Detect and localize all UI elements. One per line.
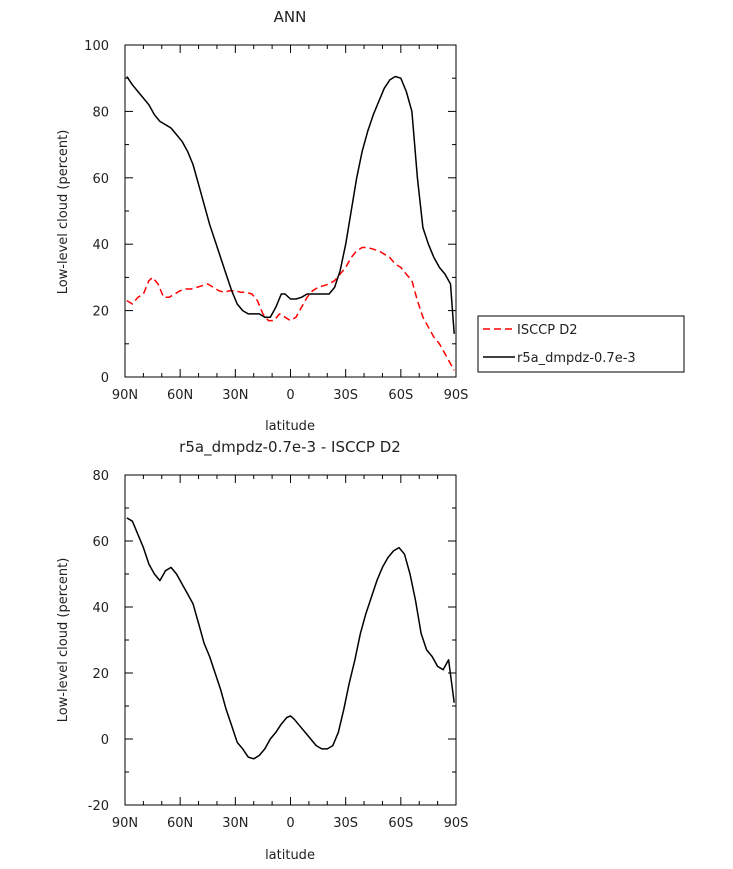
bottom-x-tick-label: 30N — [222, 816, 248, 831]
bottom-y-tick-label: -20 — [88, 799, 109, 814]
top-panel-title: ANN — [274, 8, 307, 26]
bottom-y-tick-label: 20 — [92, 667, 109, 682]
bottom-x-tick-label: 0 — [286, 816, 294, 831]
top-x-tick-label: 60N — [167, 388, 193, 403]
top-y-tick-label: 80 — [92, 105, 109, 120]
bottom-y-tick-label: 80 — [92, 469, 109, 484]
top-panel-ticks: 90N 60N 30N 0 30S 60S 90S 0 20 40 60 80 100 — [84, 39, 468, 403]
top-x-tick-label: 60S — [388, 388, 413, 403]
top-panel-x-axis-label: latitude — [265, 419, 315, 434]
top-panel-frame — [124, 44, 457, 378]
bottom-panel-title: r5a_dmpdz-0.7e-3 - ISCCP D2 — [179, 438, 401, 457]
top-x-tick-label: 30N — [222, 388, 248, 403]
top-x-tick-label: 0 — [286, 388, 294, 403]
top-y-tick-label: 60 — [92, 172, 109, 187]
bottom-x-tick-label: 90S — [444, 816, 469, 831]
bottom-y-tick-label: 60 — [92, 535, 109, 550]
top-x-tick-label: 90N — [112, 388, 138, 403]
top-panel: ANN latitude Low-level cloud (percent) 9… — [56, 8, 468, 434]
bottom-y-tick-label: 0 — [101, 733, 109, 748]
bottom-x-tick-label: 60S — [388, 816, 413, 831]
bottom-panel-x-axis-label: latitude — [265, 848, 315, 863]
legend-box — [477, 315, 685, 373]
top-y-tick-label: 40 — [92, 238, 109, 253]
bottom-series-line-0 — [126, 517, 455, 760]
bottom-x-tick-label: 90N — [112, 816, 138, 831]
legend-label-model: r5a_dmpdz-0.7e-3 — [517, 351, 636, 366]
bottom-panel: r5a_dmpdz-0.7e-3 - ISCCP D2 latitude Low… — [56, 438, 468, 863]
top-y-tick-label: 100 — [84, 39, 109, 54]
bottom-y-tick-label: 40 — [92, 601, 109, 616]
top-x-tick-label: 30S — [333, 388, 358, 403]
bottom-panel-series — [126, 517, 455, 760]
bottom-x-tick-label: 60N — [167, 816, 193, 831]
top-panel-y-axis-label: Low-level cloud (percent) — [56, 130, 71, 295]
top-panel-series — [126, 75, 455, 371]
top-series-line-1 — [126, 75, 455, 334]
legend: ISCCP D2 r5a_dmpdz-0.7e-3 — [477, 315, 685, 373]
top-y-tick-label: 20 — [92, 305, 109, 320]
top-x-tick-label: 90S — [444, 388, 469, 403]
bottom-x-tick-label: 30S — [333, 816, 358, 831]
legend-label-isccp: ISCCP D2 — [517, 323, 578, 338]
top-y-tick-label: 0 — [101, 371, 109, 386]
bottom-panel-y-axis-label: Low-level cloud (percent) — [56, 558, 71, 723]
bottom-panel-frame — [124, 474, 457, 806]
top-series-line-0 — [126, 246, 455, 371]
